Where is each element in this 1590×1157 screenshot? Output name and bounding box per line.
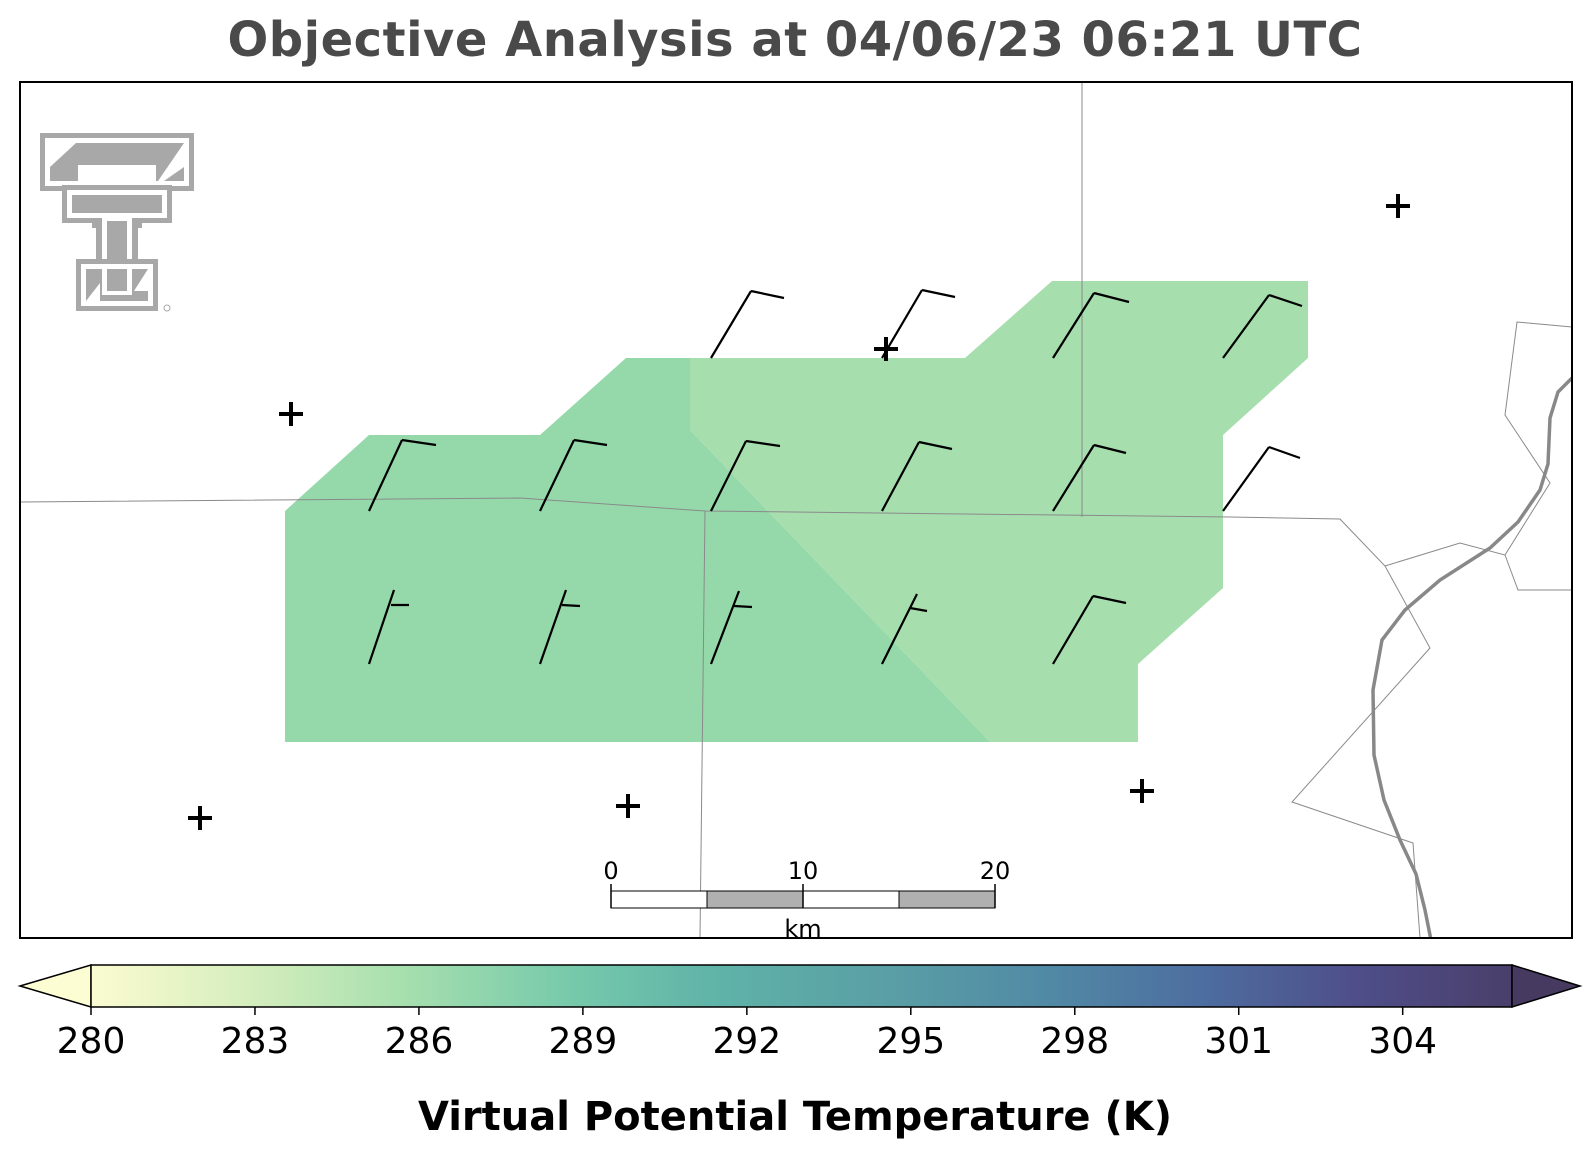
scale-label-0: 0 xyxy=(603,857,618,885)
colorbar-tick-label: 280 xyxy=(57,1021,126,1062)
wind-barb xyxy=(709,590,753,665)
map-border xyxy=(19,81,1573,939)
texas-tech-logo xyxy=(40,133,194,312)
wind-barb xyxy=(538,589,581,665)
colorbar-tick-label: 289 xyxy=(549,1021,618,1062)
station-marker xyxy=(188,806,212,830)
map-panel: 0 10 20 km xyxy=(20,82,1572,943)
wind-barb xyxy=(368,438,437,512)
station-marker xyxy=(616,794,640,818)
wind-barb xyxy=(367,589,409,665)
wind-barbs xyxy=(367,288,1303,665)
wind-barb xyxy=(881,440,953,512)
wind-barb xyxy=(1052,291,1130,359)
colorbar-bar xyxy=(90,964,1513,1008)
colorbar-extend-min xyxy=(17,963,92,1009)
wind-barb xyxy=(710,439,781,512)
boundary-lines xyxy=(20,82,1572,938)
station-marker xyxy=(874,337,898,361)
colorbar-tick-label: 304 xyxy=(1368,1021,1437,1062)
colorbar-label: Virtual Potential Temperature (K) xyxy=(417,1094,1173,1140)
county-line xyxy=(699,510,706,938)
colorbar-tick-label: 283 xyxy=(221,1021,290,1062)
wind-barb xyxy=(1052,443,1127,512)
scale-bar: 0 10 20 km xyxy=(603,857,1011,943)
colorbar-tick-label: 292 xyxy=(712,1021,781,1062)
colorbar-extend-max xyxy=(1511,963,1583,1009)
station-marker xyxy=(1386,194,1410,218)
station-markers xyxy=(188,194,1410,830)
county-line xyxy=(20,497,1431,938)
wind-barb xyxy=(881,288,956,359)
colorbar-tick-label: 286 xyxy=(385,1021,454,1062)
colorbar-tick-label: 301 xyxy=(1204,1021,1273,1062)
station-marker xyxy=(279,402,303,426)
scale-label-10: 10 xyxy=(788,857,819,885)
colorbar-tick-label: 295 xyxy=(876,1021,945,1062)
county-line xyxy=(1504,321,1572,556)
state-road xyxy=(1371,376,1572,938)
scale-unit: km xyxy=(784,915,821,943)
station-marker xyxy=(1130,779,1154,803)
wind-barb xyxy=(1222,293,1303,359)
colorbar: 280 283 286 289 292 295 298 301 304 xyxy=(17,963,1583,1062)
map-title: Objective Analysis at 04/06/23 06:21 UTC xyxy=(227,12,1363,68)
scale-label-20: 20 xyxy=(980,857,1011,885)
wind-barb xyxy=(1222,445,1301,512)
wind-barb xyxy=(1052,594,1127,665)
analysis-region xyxy=(285,281,1308,742)
analysis-fill-right xyxy=(690,281,1308,742)
colorbar-tick-label: 298 xyxy=(1040,1021,1109,1062)
wind-barb xyxy=(881,593,928,665)
wind-barb xyxy=(710,289,785,359)
wind-barb xyxy=(539,438,608,512)
colorbar-ticks: 280 283 286 289 292 295 298 301 304 xyxy=(57,1007,1437,1062)
